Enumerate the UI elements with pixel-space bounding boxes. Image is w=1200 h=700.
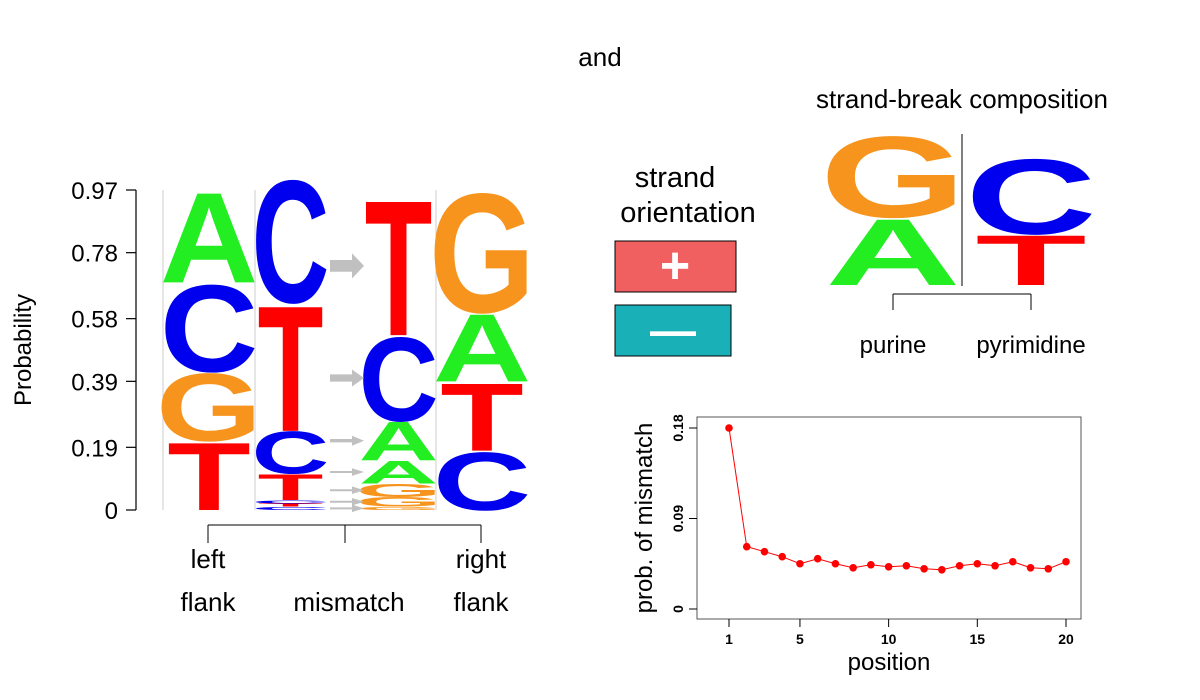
- line-chart-y-tick-label: 0.18: [670, 414, 686, 441]
- logo-letter-C: C: [359, 314, 439, 447]
- line-chart-y-tick-label: 0: [670, 605, 686, 613]
- line-chart-point: [1044, 564, 1053, 573]
- mismatch-arrow-head: [352, 369, 364, 387]
- line-chart-x-tick-label: 15: [970, 631, 986, 647]
- purine-label: purine: [860, 332, 927, 359]
- line-chart-point: [796, 559, 804, 568]
- logo-letter-A: A: [359, 411, 439, 473]
- logo-letter-T: T: [258, 467, 324, 508]
- line-chart-point: [902, 561, 911, 570]
- line-chart-series-line: [728, 427, 1067, 571]
- region-bracket: [207, 524, 482, 543]
- logo-letter-C: C: [160, 259, 258, 398]
- mismatch-arrow-head: [352, 486, 364, 495]
- line-chart-point: [760, 547, 769, 556]
- line-chart-x-tick-label: 1: [725, 631, 733, 647]
- mismatch-arrow-head: [352, 435, 364, 446]
- line-chart-point: [778, 552, 787, 561]
- logo-y-tick-label: 0.39: [71, 369, 118, 396]
- line-chart-x-tick-label: 5: [796, 631, 804, 647]
- logo-letter-C: C: [252, 143, 330, 339]
- conjunction-text: and: [578, 42, 621, 72]
- line-chart-point: [1008, 557, 1017, 566]
- line-chart-x-label: position: [848, 649, 931, 676]
- line-chart-point: [973, 559, 982, 568]
- logo-letter-C: C: [252, 506, 330, 511]
- sequence-logo: Probability 00.190.390.580.780.97 TGCACT…: [10, 143, 535, 617]
- label-mismatch: mismatch: [293, 587, 404, 617]
- pyrimidine-label: pyrimidine: [976, 332, 1085, 359]
- mismatch-arrow-head: [352, 253, 364, 279]
- logo-y-tick-label: 0.78: [71, 241, 118, 268]
- logo-y-axis-label: Probability: [10, 294, 37, 406]
- mismatch-arrow-head: [352, 497, 364, 506]
- logo-letter-C: C: [433, 435, 531, 528]
- line-chart-point: [725, 424, 733, 432]
- minus-strand-box: [614, 304, 732, 357]
- logo-y-tick-label: 0.97: [71, 178, 118, 205]
- logo-letter-G: G: [429, 157, 535, 348]
- label-right-line2: flank: [454, 587, 510, 617]
- logo-letter-C: C: [252, 420, 330, 487]
- line-chart-series: [725, 424, 1070, 574]
- logo-letter-T: T: [365, 161, 433, 377]
- plus-symbol: +: [660, 237, 690, 295]
- line-chart-point: [813, 554, 822, 563]
- line-chart-point: [955, 561, 964, 570]
- logo-mismatch-arrows: [330, 253, 364, 513]
- logo-letter-G: G: [355, 494, 441, 509]
- logo-letter-A: A: [160, 167, 258, 311]
- line-chart-x-tick-label: 20: [1058, 631, 1074, 647]
- logo-letter-C: C: [252, 499, 330, 504]
- logo-letter-T: T: [440, 364, 523, 472]
- mismatch-arrow-head: [352, 504, 364, 513]
- line-chart-y-label: prob. of mismatch: [631, 423, 658, 614]
- line-chart-x-tick-label: 10: [881, 631, 897, 647]
- line-chart-point: [991, 561, 999, 570]
- strand-title-line2: orientation: [620, 197, 755, 229]
- line-chart-point: [938, 565, 946, 574]
- minus-symbol: —: [650, 304, 696, 356]
- line-chart-point: [849, 563, 857, 572]
- logo-letter-T: T: [258, 503, 324, 508]
- strand-orientation-panel: strand orientation + —: [614, 162, 756, 357]
- plus-strand-box: [614, 240, 737, 293]
- line-chart-point: [831, 559, 840, 568]
- strand-title-line1: strand: [635, 162, 716, 194]
- line-chart-point: [742, 542, 751, 551]
- line-chart-point: [920, 564, 928, 573]
- line-chart-frame: [696, 416, 1082, 620]
- label-left-line1: left: [191, 544, 226, 574]
- strand-break-letter-C: C: [965, 137, 1096, 257]
- logo-y-tick-label: 0: [105, 498, 118, 525]
- mismatch-arrow-head: [352, 468, 364, 476]
- line-chart-point: [884, 562, 893, 571]
- line-chart-point: [1062, 557, 1070, 566]
- strand-break-letter-T: T: [975, 221, 1086, 301]
- logo-letter-T: T: [167, 423, 250, 531]
- line-chart-point: [1026, 563, 1035, 572]
- strand-break-letter-G: G: [820, 113, 966, 242]
- strand-break-letter-A: A: [825, 199, 961, 305]
- logo-letter-T: T: [258, 269, 324, 469]
- logo-y-tick-label: 0.58: [71, 307, 118, 334]
- logo-letter-A: A: [433, 295, 531, 403]
- label-left-line2: flank: [181, 587, 237, 617]
- strand-break-title: strand-break composition: [816, 84, 1108, 114]
- logo-letter-G: G: [355, 506, 441, 511]
- label-right-line1: right: [456, 544, 507, 574]
- line-chart-point: [867, 560, 875, 569]
- logo-letter-A: A: [359, 455, 439, 491]
- logo-y-tick-label: 0.19: [71, 435, 118, 462]
- logo-y-ticks: 0 0.19 0.39 0.58 0.78 0.97: [71, 178, 136, 525]
- logo-letter-G: G: [156, 354, 262, 462]
- line-chart-y-tick-label: 0.09: [670, 505, 686, 532]
- logo-letter-G: G: [355, 480, 441, 501]
